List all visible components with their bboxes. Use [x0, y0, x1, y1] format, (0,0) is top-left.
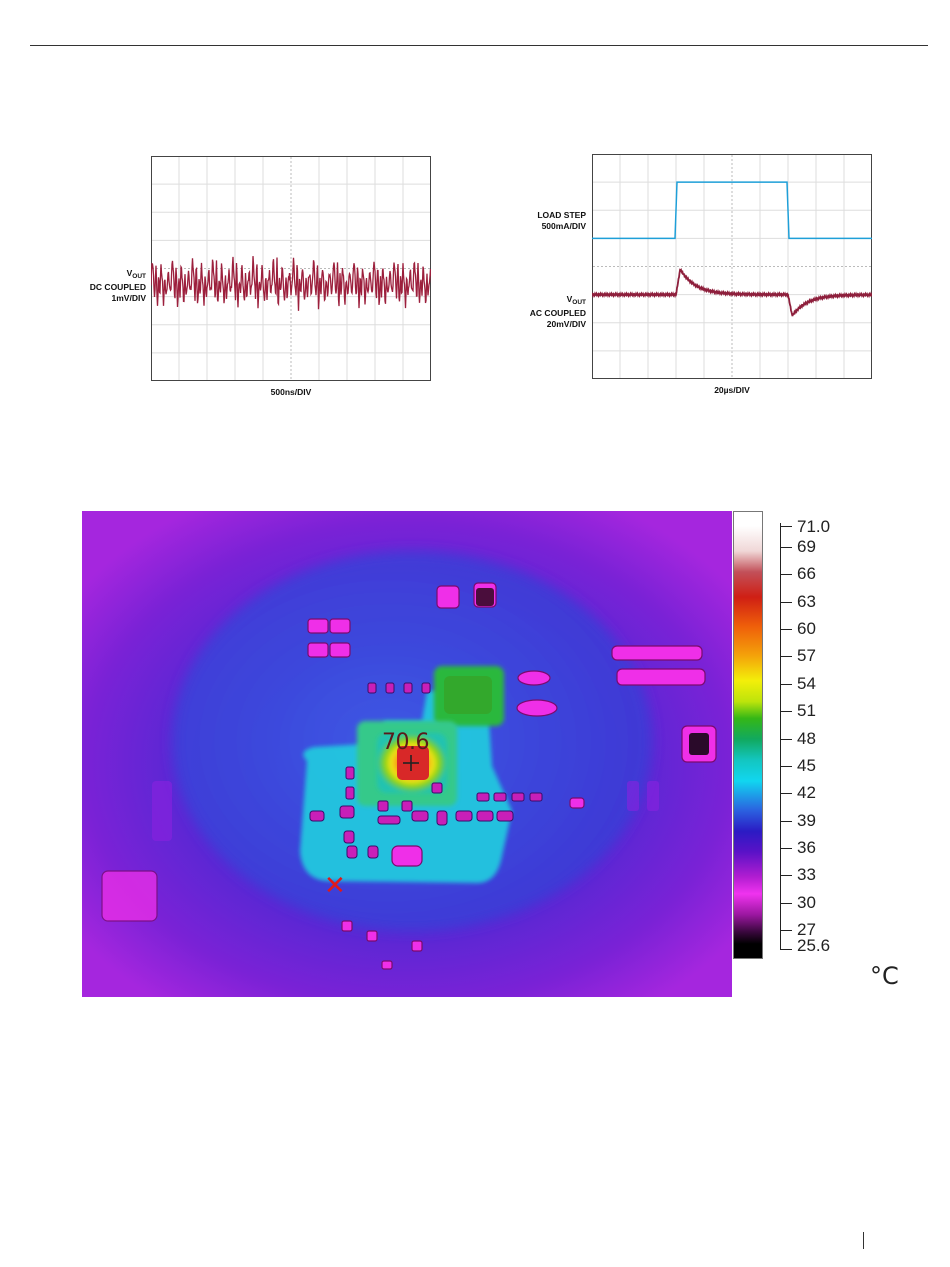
scale-tick	[780, 656, 792, 658]
time-div-label-2: 20µs/DIV	[714, 385, 750, 395]
scale-tick	[780, 711, 792, 713]
load-step-title: LOAD STEP	[537, 210, 586, 220]
colorbar-top-swatch	[734, 512, 762, 527]
scale-tick	[780, 930, 792, 931]
vout-dc-label: VOUT DC COUPLED 1mV/DIV	[60, 268, 146, 304]
scale-tick-label: 48	[797, 728, 816, 748]
colorbar-gradient	[734, 526, 762, 944]
scale-tick	[780, 875, 792, 877]
scale-tick	[780, 820, 792, 822]
output-ripple-scope	[151, 156, 431, 381]
temperature-colorbar	[733, 511, 763, 959]
scale-tick	[780, 629, 792, 631]
scale-min-tick	[780, 949, 792, 950]
footer-divider	[863, 1232, 864, 1249]
load-step-label: LOAD STEP 500mA/DIV	[500, 210, 586, 232]
temperature-unit: °C	[870, 962, 899, 990]
header-rule	[30, 45, 928, 46]
scale-tick	[780, 547, 792, 548]
scale-tick	[780, 601, 792, 603]
scale-tick-label: 60	[797, 619, 816, 639]
scale-tick-label: 57	[797, 646, 816, 666]
hotspot-temperature-label: 70.6	[382, 730, 429, 755]
thermal-board-graphic	[82, 511, 732, 997]
scale-tick	[780, 738, 792, 740]
scale-tick-label: 36	[797, 837, 816, 857]
vout-ac-label: VOUT AC COUPLED 20mV/DIV	[500, 294, 586, 330]
scale-min-label: 25.6	[797, 936, 831, 955]
vout-sub-2: OUT	[572, 299, 586, 306]
scale-tick-label: 54	[797, 673, 816, 693]
output-ripple-plot	[151, 156, 431, 381]
scale-tick-label: 66	[797, 564, 816, 584]
scale-tick	[780, 765, 792, 767]
colorbar-bottom-swatch	[734, 944, 762, 958]
ac-vdiv-label: 20mV/DIV	[546, 319, 586, 329]
scale-tick-label: 33	[797, 865, 816, 885]
ac-coupling-label: AC COUPLED	[529, 308, 586, 318]
scale-tick-label: 63	[797, 591, 816, 611]
scale-tick	[780, 683, 792, 685]
thermal-image	[82, 511, 732, 997]
load-grid	[592, 154, 872, 379]
load-step-scale: 500mA/DIV	[541, 221, 586, 231]
scale-tick-label: 30	[797, 892, 816, 912]
scale-tick	[780, 847, 792, 849]
temperature-scale-axis	[780, 523, 781, 950]
vout-main-2: V	[566, 294, 573, 304]
scale-tick-label: 51	[797, 701, 816, 721]
vdiv-label: 1mV/DIV	[111, 293, 147, 303]
load-step-trace	[592, 181, 872, 240]
load-step-scope	[592, 154, 872, 379]
scale-max-label: 71.0	[797, 517, 831, 536]
scale-tick	[780, 793, 792, 795]
scale-tick-label: 42	[797, 783, 816, 803]
scale-tick-label: 39	[797, 810, 816, 830]
scale-tick-label: 27	[797, 920, 816, 939]
scale-tick	[780, 902, 792, 904]
scale-tick-label: 69	[797, 537, 816, 556]
time-div-label: 500ns/DIV	[270, 387, 312, 397]
scale-tick	[780, 574, 792, 576]
vout-sub: OUT	[132, 273, 146, 280]
reference-marker-icon: ✕	[324, 871, 346, 901]
vout-main: V	[126, 268, 133, 278]
vout-ac-trace	[592, 267, 872, 317]
scale-tick-label: 45	[797, 755, 816, 775]
coupling-label: DC COUPLED	[89, 282, 146, 292]
scale-max-tick	[780, 526, 792, 527]
ripple-trace	[151, 256, 431, 311]
load-step-plot	[592, 154, 872, 379]
